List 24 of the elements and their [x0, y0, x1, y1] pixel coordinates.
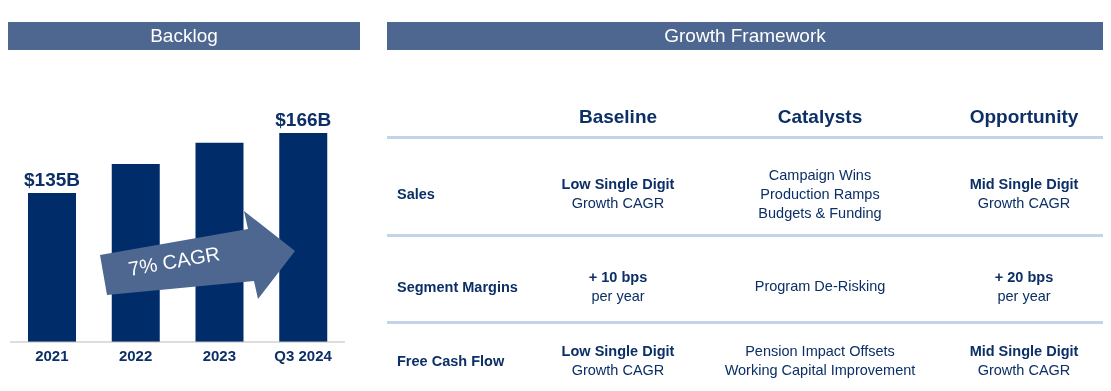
data-label: $135B [24, 168, 80, 190]
x-tick-label: Q3 2024 [274, 346, 333, 364]
text: Campaign Wins Production Ramps Budgets & Funding [758, 166, 882, 221]
text: + 20 bps per year [994, 268, 1054, 304]
text: Mid Single Digit Growth CAGR [969, 176, 1079, 211]
annotation: 7% CAGR [126, 242, 222, 281]
text: + 10 bps per year [588, 268, 648, 304]
text: Low Single Digit Growth CAGR [561, 176, 675, 211]
category-label: Opportunity [968, 106, 1080, 128]
category-label: Baseline [577, 106, 659, 128]
category-label: Segment Margins [397, 278, 518, 295]
chart-title: Backlog [8, 22, 360, 50]
text: Growth Framework [387, 22, 1103, 50]
text: Program De-Risking [754, 278, 886, 294]
category-label: Free Cash Flow [397, 353, 505, 369]
text: Low Single Digit Growth CAGR [561, 343, 675, 378]
category-label: Catalysts [776, 106, 864, 128]
category-label: Sales [397, 186, 435, 202]
x-tick-label: 2022 [118, 346, 153, 364]
x-tick-label: 2023 [202, 346, 237, 364]
text: Mid Single Digit Growth CAGR [969, 343, 1079, 378]
data-label: $166B [275, 109, 332, 130]
x-tick-label: 2021 [35, 346, 69, 364]
text: Pension Impact Offsets Working Capital Improvement [724, 343, 916, 378]
